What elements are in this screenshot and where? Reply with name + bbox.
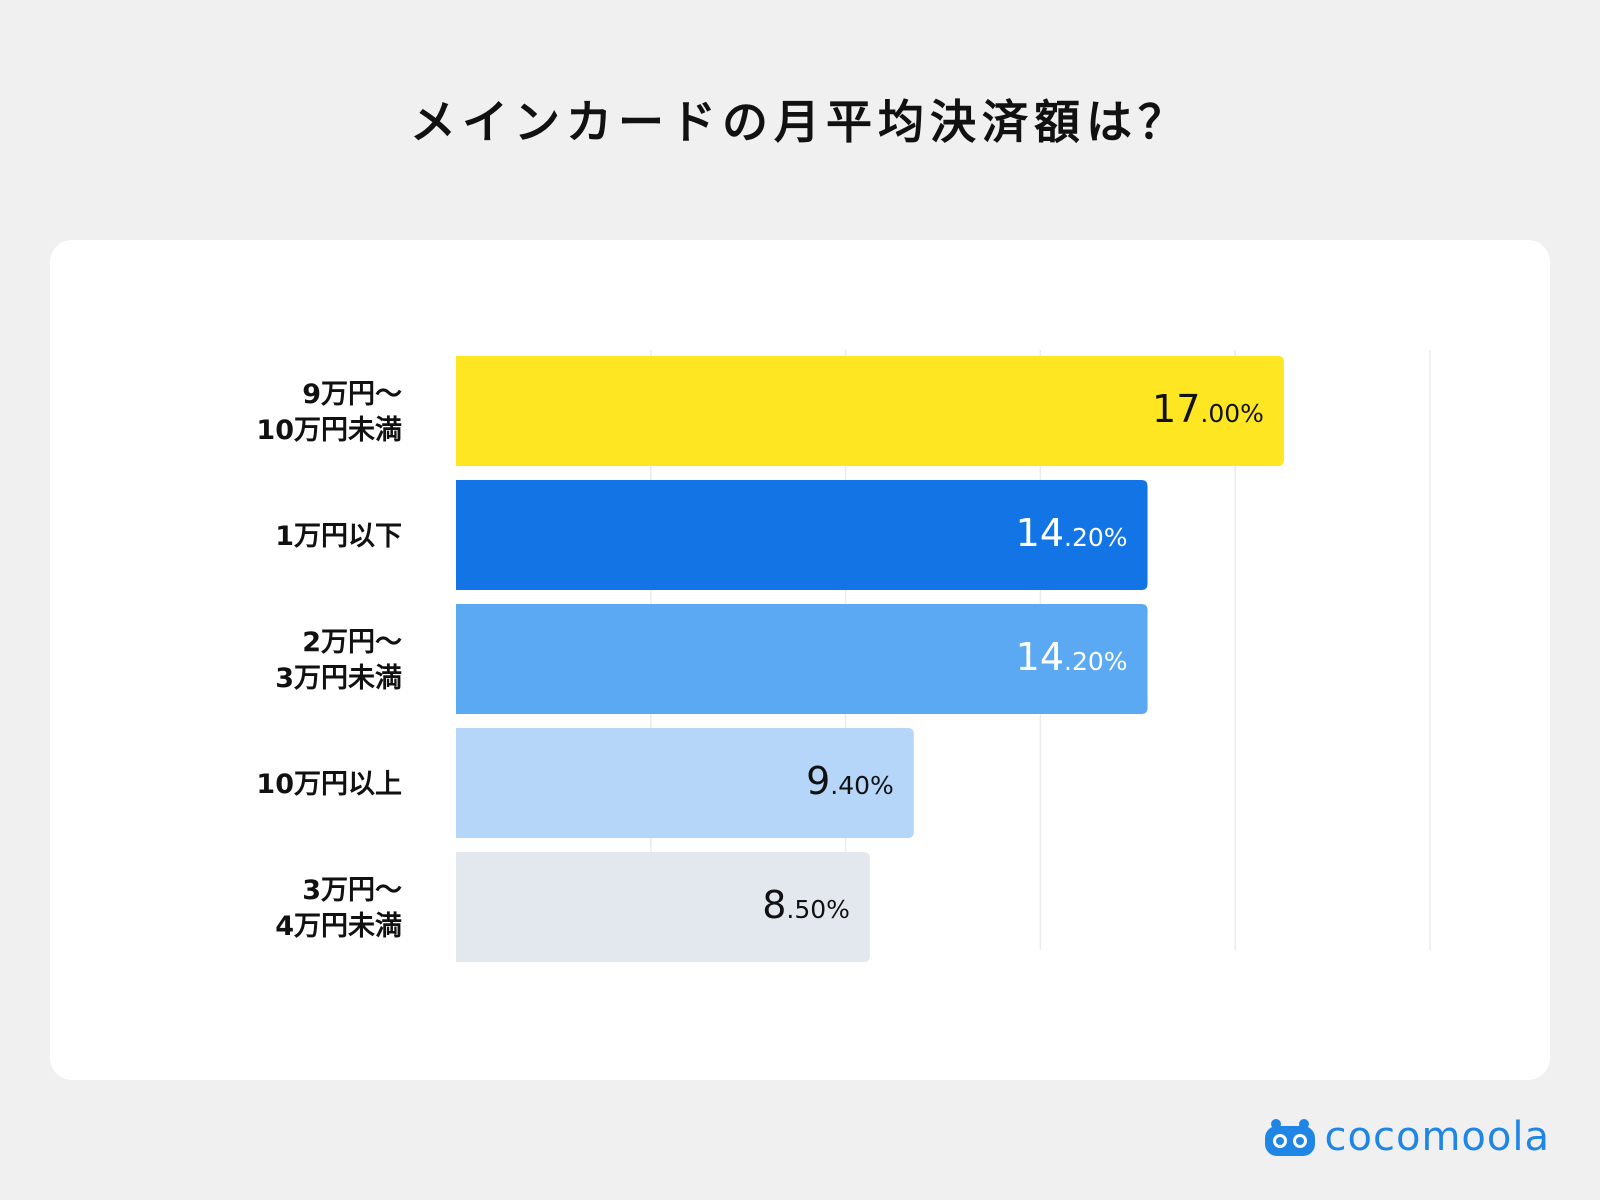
category-label: 3万円〜 4万円未満	[275, 875, 402, 942]
cocomoola-logo-icon	[1264, 1119, 1315, 1156]
category-label: 10万円以上	[256, 769, 402, 800]
bar	[456, 356, 1284, 466]
chart-title: メインカードの月平均決済額は？	[410, 95, 1190, 149]
value-label: 14.20%	[1016, 635, 1128, 679]
category-label: 1万円以下	[275, 521, 402, 552]
chart-card: 9万円〜 10万円未満 17.00% 1万円以下 14.20% 2万円〜 3万円未満 14.2…	[50, 240, 1550, 1080]
bar	[456, 852, 870, 962]
bar	[456, 728, 914, 838]
value-label: 14.20%	[1016, 511, 1128, 555]
value-label: 17.00%	[1152, 387, 1264, 431]
value-label: 8.50%	[762, 883, 850, 927]
value-label: 9.40%	[806, 759, 894, 803]
bar	[456, 604, 1148, 714]
bar-chart: 9万円〜 10万円未満 17.00% 1万円以下 14.20% 2万円〜 3万円未満 14.2…	[256, 350, 1431, 962]
brand-name: cocomoola	[1324, 1114, 1550, 1160]
brand-logo: cocomoola	[1263, 1114, 1550, 1160]
bar	[456, 480, 1148, 590]
category-label: 9万円〜 10万円未満	[256, 379, 402, 446]
category-label: 2万円〜 3万円未満	[275, 627, 402, 694]
